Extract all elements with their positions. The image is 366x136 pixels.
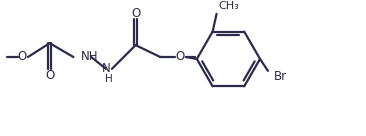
Text: O: O <box>18 50 27 64</box>
Text: CH₃: CH₃ <box>219 1 239 11</box>
Text: O: O <box>131 7 140 20</box>
Text: O: O <box>175 50 185 64</box>
Text: N: N <box>102 62 111 75</box>
Text: NH: NH <box>81 50 99 64</box>
Text: H: H <box>105 74 113 84</box>
Text: O: O <box>45 69 54 82</box>
Text: Br: Br <box>274 70 287 83</box>
